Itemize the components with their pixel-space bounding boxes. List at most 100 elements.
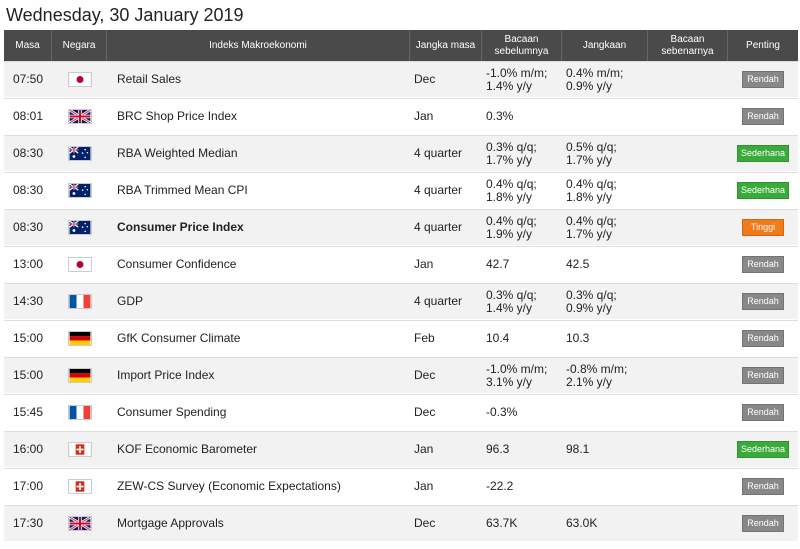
country-cell <box>52 431 107 468</box>
economic-calendar-table: Masa Negara Indeks Makroekonomi Jangka m… <box>4 30 798 542</box>
table-row: 15:00 Import Price Index Dec -1.0% m/m; 3.1… <box>4 357 798 394</box>
forecast-value: 0.4% q/q; 1.8% y/y <box>562 172 648 209</box>
forecast-value: 0.4% q/q; 1.7% y/y <box>562 209 648 246</box>
table-row: 08:30 Consumer Price Index 4 quarter 0.4% q… <box>4 209 798 246</box>
actual-value <box>648 468 728 505</box>
previous-value: 0.4% q/q; 1.9% y/y <box>482 209 562 246</box>
forecast-value: -0.8% m/m; 2.1% y/y <box>562 357 648 394</box>
event-period: Dec <box>410 61 482 98</box>
page-title: Wednesday, 30 January 2019 <box>0 0 800 30</box>
header-importance: Penting <box>728 30 798 61</box>
previous-value: 96.3 <box>482 431 562 468</box>
previous-value: 63.7K <box>482 505 562 542</box>
event-period: Jan <box>410 468 482 505</box>
event-time: 17:30 <box>4 505 52 542</box>
event-time: 17:00 <box>4 468 52 505</box>
country-cell <box>52 394 107 431</box>
event-period: 4 quarter <box>410 135 482 172</box>
previous-value: -0.3% <box>482 394 562 431</box>
importance-cell: Rendah <box>728 320 798 357</box>
table-row: 13:00 Consumer Confidence Jan 42.7 42.5 Renda… <box>4 246 798 283</box>
importance-cell: Rendah <box>728 246 798 283</box>
actual-value <box>648 283 728 320</box>
country-cell <box>52 357 107 394</box>
indicator-name[interactable]: GDP <box>107 283 410 320</box>
uk-flag-icon <box>67 109 92 124</box>
country-cell <box>52 468 107 505</box>
importance-badge: Tinggi <box>742 219 784 236</box>
previous-value: -1.0% m/m; 3.1% y/y <box>482 357 562 394</box>
indicator-name[interactable]: ZEW-CS Survey (Economic Expectations) <box>107 468 410 505</box>
event-time: 08:30 <box>4 135 52 172</box>
event-time: 08:30 <box>4 172 52 209</box>
importance-badge: Rendah <box>742 404 784 421</box>
actual-value <box>648 246 728 283</box>
event-period: Jan <box>410 98 482 135</box>
importance-cell: Sederhana <box>728 135 798 172</box>
germany-flag-icon <box>67 331 92 346</box>
event-period: 4 quarter <box>410 172 482 209</box>
header-time: Masa <box>4 30 52 61</box>
indicator-name[interactable]: BRC Shop Price Index <box>107 98 410 135</box>
indicator-name[interactable]: Mortgage Approvals <box>107 505 410 542</box>
indicator-name[interactable]: KOF Economic Barometer <box>107 431 410 468</box>
importance-badge: Rendah <box>742 367 784 384</box>
country-cell <box>52 505 107 542</box>
indicator-name[interactable]: Consumer Price Index <box>107 209 410 246</box>
table-row: 15:00 GfK Consumer Climate Feb 10.4 10.3 Rend… <box>4 320 798 357</box>
event-period: Jan <box>410 246 482 283</box>
event-time: 16:00 <box>4 431 52 468</box>
country-cell <box>52 320 107 357</box>
switzerland-flag-icon <box>67 442 92 457</box>
previous-value: 42.7 <box>482 246 562 283</box>
forecast-value <box>562 98 648 135</box>
header-country: Negara <box>52 30 107 61</box>
event-time: 08:30 <box>4 209 52 246</box>
event-period: Dec <box>410 394 482 431</box>
importance-cell: Sederhana <box>728 172 798 209</box>
table-row: 15:45 Consumer Spending Dec -0.3% Rendah <box>4 394 798 431</box>
header-previous: Bacaan sebelumnya <box>482 30 562 61</box>
importance-badge: Sederhana <box>736 145 790 162</box>
table-row: 14:30 GDP 4 quarter 0.3% q/q; 1.4% y/y 0.3% … <box>4 283 798 320</box>
indicator-name[interactable]: Retail Sales <box>107 61 410 98</box>
actual-value <box>648 61 728 98</box>
japan-flag-icon <box>67 257 92 272</box>
importance-cell: Rendah <box>728 357 798 394</box>
actual-value <box>648 172 728 209</box>
france-flag-icon <box>67 294 92 309</box>
event-time: 13:00 <box>4 246 52 283</box>
event-time: 08:01 <box>4 98 52 135</box>
uk-flag-icon <box>67 516 92 531</box>
importance-cell: Rendah <box>728 98 798 135</box>
previous-value: 0.3% <box>482 98 562 135</box>
table-row: 07:50 Retail Sales Dec -1.0% m/m; 1.4% y/y 0… <box>4 61 798 98</box>
actual-value <box>648 357 728 394</box>
importance-badge: Rendah <box>742 293 784 310</box>
header-indicator: Indeks Makroekonomi <box>107 30 410 61</box>
header-actual: Bacaan sebenarnya <box>648 30 728 61</box>
country-cell <box>52 283 107 320</box>
indicator-name[interactable]: RBA Weighted Median <box>107 135 410 172</box>
importance-cell: Rendah <box>728 394 798 431</box>
indicator-name[interactable]: Consumer Spending <box>107 394 410 431</box>
japan-flag-icon <box>67 72 92 87</box>
indicator-name[interactable]: RBA Trimmed Mean CPI <box>107 172 410 209</box>
forecast-value: 0.5% q/q; 1.7% y/y <box>562 135 648 172</box>
header-period: Jangka masa <box>410 30 482 61</box>
indicator-name[interactable]: GfK Consumer Climate <box>107 320 410 357</box>
indicator-name[interactable]: Consumer Confidence <box>107 246 410 283</box>
forecast-value: 10.3 <box>562 320 648 357</box>
indicator-name[interactable]: Import Price Index <box>107 357 410 394</box>
importance-cell: Rendah <box>728 61 798 98</box>
event-time: 15:00 <box>4 357 52 394</box>
actual-value <box>648 394 728 431</box>
importance-badge: Rendah <box>742 330 784 347</box>
event-period: Dec <box>410 357 482 394</box>
table-row: 17:00 ZEW-CS Survey (Economic Expectation… <box>4 468 798 505</box>
country-cell <box>52 246 107 283</box>
australia-flag-icon <box>67 146 92 161</box>
importance-cell: Tinggi <box>728 209 798 246</box>
importance-badge: Rendah <box>742 71 784 88</box>
forecast-value: 98.1 <box>562 431 648 468</box>
